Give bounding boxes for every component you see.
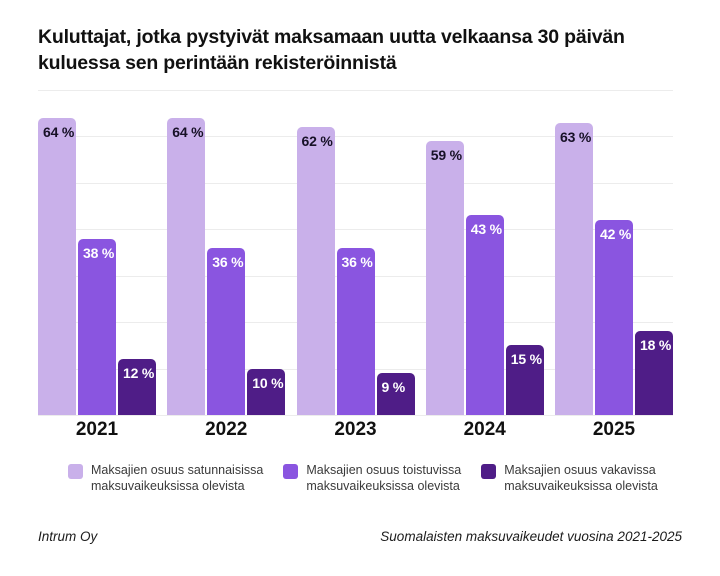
x-axis-label-2023: 2023 (334, 419, 377, 440)
bar-group-2023: 62 % 36 % 9 % (296, 90, 415, 415)
bar-group-2025: 63 % 42 % 18 % (555, 90, 673, 415)
bar-2024-series1: 59 % (425, 141, 464, 415)
bar-2023-series3: 9 % (376, 373, 415, 415)
x-axis-label-2025: 2025 (592, 419, 636, 440)
bar-2021-series1: 64 % (38, 117, 76, 415)
bar-value-label: 64 % (172, 123, 204, 140)
bar-group-2021: 64 % 38 % 12 % (38, 90, 156, 415)
bar-value-label: 63 % (560, 128, 592, 145)
legend-label: Maksajien osuus toistuvissa maksuvaikeuk… (306, 463, 462, 493)
legend-swatch-icon (68, 464, 83, 479)
gridline-40 (38, 229, 673, 231)
bar-value-label: 15 % (510, 351, 542, 368)
bar-2025-series2: 42 % (595, 220, 633, 415)
bar-group-2024: 59 % 43 % 15 % (425, 90, 544, 415)
bar-2021-series2: 38 % (78, 238, 116, 415)
bar-2022-series1: 64 % (167, 117, 206, 415)
bar-2023-series2: 36 % (336, 247, 375, 415)
bar-value-label: 43 % (470, 221, 502, 238)
source-label: Intrum Oy (38, 529, 98, 544)
x-axis-label-2022: 2022 (205, 419, 248, 440)
x-axis-label-2024: 2024 (463, 419, 506, 440)
legend-swatch-icon (283, 464, 299, 479)
bar-value-label: 36 % (212, 253, 244, 270)
bar-value-label: 9 % (381, 379, 406, 396)
bar-value-label: 10 % (252, 374, 284, 391)
bar-value-label: 64 % (43, 123, 75, 140)
bar-2021-series3: 12 % (118, 359, 156, 415)
gridline-70 (38, 90, 673, 91)
legend-label: Maksajien osuus vakavissa maksuvaikeuksi… (504, 463, 658, 493)
bar-value-label: 18 % (640, 337, 672, 354)
gridline-50 (38, 182, 673, 184)
bar-2022-series2: 36 % (207, 247, 246, 415)
bar-value-label: 59 % (430, 147, 462, 164)
bar-2023-series1: 62 % (296, 127, 335, 415)
x-axis-label-2021: 2021 (75, 419, 119, 440)
legend-item-3: Maksajien osuus vakavissa maksuvaikeuksi… (481, 463, 658, 494)
bar-2024-series3: 15 % (505, 345, 544, 415)
bar-group-2022: 64 % 36 % 10 % (167, 90, 286, 415)
bar-value-label: 62 % (301, 133, 333, 150)
legend-label: Maksajien osuus satunnaisissa maksuvaike… (91, 463, 264, 493)
caption-label: Suomalaisten maksuvaikeudet vuosina 2021… (380, 529, 682, 544)
legend-item-1: Maksajien osuus satunnaisissa maksuvaike… (68, 463, 263, 494)
chart-title: Kuluttajat, jotka pystyivät maksamaan uu… (38, 26, 625, 74)
footer: Intrum Oy Suomalaisten maksuvaikeudet vu… (38, 529, 682, 544)
legend-item-2: Maksajien osuus toistuvissa maksuvaikeuk… (283, 463, 461, 494)
bar-2022-series3: 10 % (247, 368, 286, 415)
x-axis-labels: 2021 2022 2023 2024 2025 (38, 419, 673, 441)
plot-area: 64 % 38 % 12 % 64 % 36 % 10 % 62 % 36 % 9 % 59 % 4… (38, 90, 673, 416)
bar-value-label: 36 % (341, 253, 373, 270)
bar-2024-series2: 43 % (465, 215, 504, 415)
bar-value-label: 38 % (83, 244, 115, 261)
gridline-60 (38, 136, 673, 138)
legend: Maksajien osuus satunnaisissa maksuvaike… (68, 463, 658, 494)
bar-value-label: 42 % (600, 226, 632, 242)
legend-swatch-icon (481, 464, 497, 479)
bar-value-label: 12 % (123, 365, 155, 382)
bar-groups: 64 % 38 % 12 % 64 % 36 % 10 % 62 % 36 % 9 % 59 % 4… (38, 90, 673, 415)
bar-2025-series1: 63 % (555, 122, 593, 415)
bar-2025-series3: 18 % (635, 331, 673, 415)
gridline-0 (38, 415, 673, 416)
